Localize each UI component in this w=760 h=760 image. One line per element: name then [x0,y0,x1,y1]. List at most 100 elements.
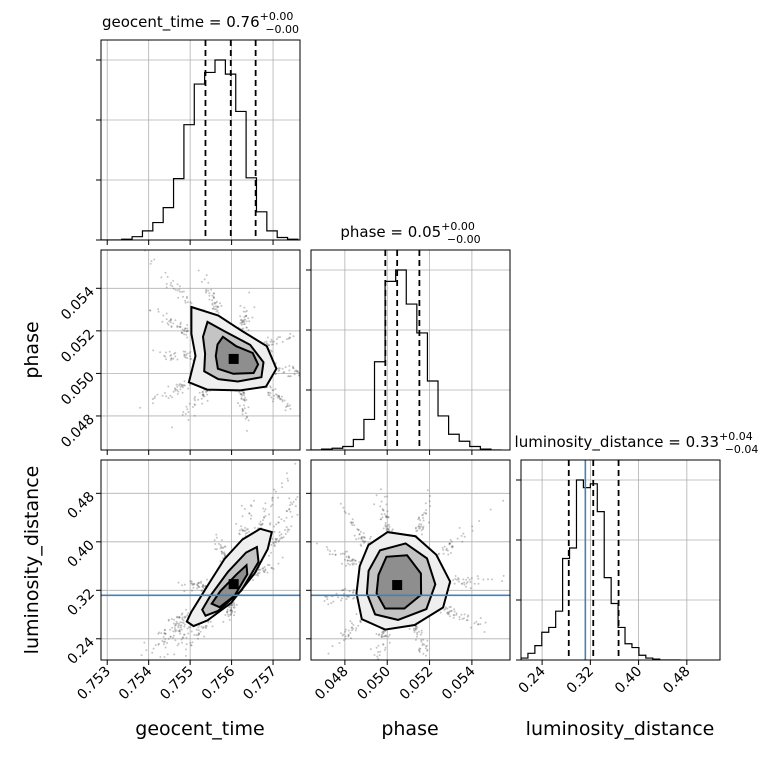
scatter-point [384,525,387,528]
scatter-point [184,615,187,618]
scatter-point [418,649,421,652]
scatter-point [167,637,170,640]
scatter-point [167,323,170,326]
scatter-point [216,306,219,309]
scatter-point [373,654,376,656]
x-axis-label-phase: phase [381,718,438,740]
scatter-point [185,333,188,336]
scatter-point [469,581,472,583]
scatter-point [248,512,251,515]
scatter-point [438,552,441,555]
scatter-point [235,522,238,525]
scatter-point [201,390,204,393]
scatter-point [446,607,449,610]
scatter-point [457,578,460,581]
scatter-point [183,354,186,356]
scatter-point [270,551,272,554]
scatter-point [443,608,446,611]
scatter-point [342,589,344,592]
scatter-point [200,582,202,584]
scatter-point [351,562,354,565]
scatter-point [382,643,385,645]
scatter-point [289,407,292,410]
scatter-point [186,627,189,630]
scatter-point [174,630,177,633]
scatter-point [415,526,417,529]
scatter-point [213,301,216,304]
scatter-point [216,300,218,303]
scatter-point [296,496,299,498]
scatter-point [233,606,236,609]
scatter-point [364,540,367,543]
scatter-point [177,642,180,645]
scatter-point [418,517,421,520]
scatter-point [223,553,226,555]
scatter-point [244,417,247,420]
scatter-point [219,544,222,547]
scatter-point [360,537,363,539]
scatter-point [174,355,177,358]
scatter-point [283,519,286,522]
scatter-point [195,628,198,631]
scatter-point [257,572,260,575]
scatter-point [375,646,378,649]
scatter-point [196,587,199,590]
scatter-point [224,554,227,557]
scatter-point [328,553,331,556]
density-peak [228,579,239,590]
scatter-point [230,609,233,612]
scatter-point [257,568,260,571]
scatter-point [231,603,234,606]
scatter-point [483,631,486,633]
scatter-point [421,533,423,536]
scatter-point [414,625,417,628]
scatter-point [158,631,161,634]
scatter-point [181,290,184,293]
scatter-point [245,314,248,317]
scatter-point [241,393,244,396]
scatter-point [169,319,172,322]
scatter-point [202,394,205,397]
scatter-point [379,488,382,491]
scatter-point [263,516,266,519]
x-tick-label: 0.754 [116,663,156,703]
scatter-point [316,379,318,381]
scatter-point [170,354,173,356]
scatter-point [287,337,290,340]
scatter-point [352,597,355,600]
scatter-point [165,312,168,315]
scatter-point [451,546,454,549]
scatter-point [442,548,445,551]
scatter-point [266,563,269,566]
scatter-point [463,535,466,538]
scatter-point [173,622,175,625]
scatter-point [414,627,417,630]
scatter-point [425,645,428,648]
scatter-point [177,581,180,584]
scatter-point [161,320,164,323]
scatter-point [341,552,344,555]
scatter-point [420,631,423,634]
scatter-point [384,514,387,517]
scatter-point [384,515,387,518]
scatter-point [419,519,422,522]
scatter-point [179,325,182,328]
scatter-point [268,394,271,397]
scatter-point [178,325,181,328]
scatter-point [178,285,181,288]
scatter-point [388,529,390,532]
scatter-point [237,402,239,405]
scatter-point [355,538,358,541]
scatter-point [183,633,186,636]
scatter-point [211,625,214,628]
scatter-point [176,325,179,327]
scatter-point [477,623,480,626]
scatter-point [253,306,256,309]
scatter-point [286,405,288,407]
scatter-point [248,530,250,533]
scatter-point [422,638,425,641]
scatter-point [388,523,390,526]
scatter-point [206,393,209,396]
scatter-point [325,546,328,549]
scatter-point [487,578,489,581]
